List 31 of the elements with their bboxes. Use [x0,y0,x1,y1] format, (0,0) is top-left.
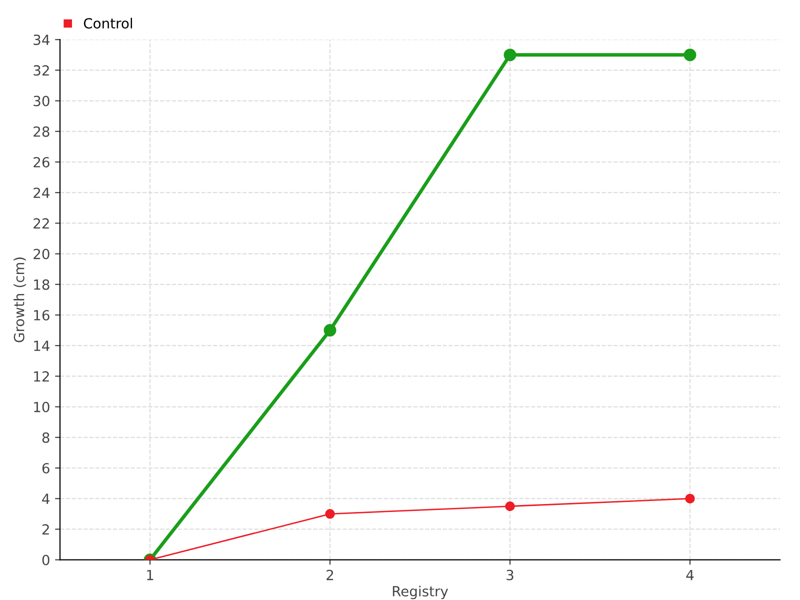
y-tick-label: 2 [42,524,49,534]
y-tick-label: 16 [34,310,50,320]
x-tick-label: 3 [506,570,514,580]
y-tick-label: 8 [42,432,50,443]
y-tick-label: 10 [34,402,50,412]
x-tick-label: 1 [147,570,154,580]
y-tick-label: 30 [34,96,50,106]
x-tick-label: 2 [326,570,334,580]
y-tick-label: 12 [34,371,49,382]
point [684,48,696,62]
y-tick-label: 0 [42,554,50,566]
y-tick-label: 28 [34,126,50,137]
y-tick-label: 24 [34,188,50,198]
y-tick-label: 34 [34,34,50,46]
y-axis-title: Growth (cm) [14,258,26,342]
point [685,494,695,504]
point [325,509,335,519]
y-tick-label: 14 [34,340,50,351]
y-tick-label: 26 [34,156,50,168]
y-tick-label: 32 [34,65,49,76]
x-tick-label: 4 [686,570,694,580]
x-axis-title: Registry [392,586,448,600]
y-tick-label: 20 [34,248,50,260]
point [504,48,516,62]
legend-label: Control [84,18,132,29]
y-tick-label: 4 [42,494,50,504]
point [505,501,515,512]
y-tick-label: 22 [34,218,49,228]
y-tick-label: 18 [34,279,50,290]
point [324,324,336,337]
y-tick-label: 6 [42,462,50,474]
